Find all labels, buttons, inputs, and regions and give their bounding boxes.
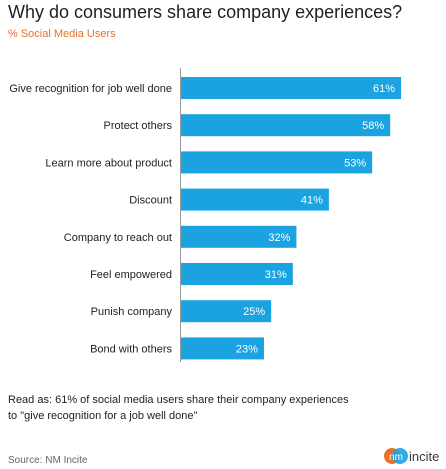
bar	[181, 300, 272, 323]
chart-subtitle: % Social Media Users	[8, 28, 116, 40]
reading-note: Read as: 61% of social media users share…	[8, 392, 428, 424]
bar	[181, 337, 264, 360]
category-label: Bond with others	[90, 343, 172, 355]
bar	[181, 114, 391, 137]
value-label: 31%	[265, 269, 287, 281]
category-label: Learn more about product	[45, 157, 172, 169]
category-label: Punish company	[91, 306, 173, 318]
source-note: Source: NM Incite	[8, 455, 88, 466]
value-label: 25%	[243, 306, 265, 318]
value-label: 32%	[268, 232, 290, 244]
value-label: 23%	[236, 343, 258, 355]
category-label: Protect others	[104, 120, 173, 132]
value-label: 53%	[344, 157, 366, 169]
bar	[181, 263, 293, 285]
chart-title: Why do consumers share company experienc…	[8, 2, 403, 22]
bar	[181, 151, 373, 174]
value-label: 41%	[301, 195, 323, 207]
bar	[181, 188, 329, 211]
value-label: 61%	[373, 83, 395, 95]
bar	[181, 225, 297, 248]
category-label: Give recognition for job well done	[9, 83, 172, 95]
nm-incite-logo: nm incite	[384, 448, 439, 464]
category-label: Feel empowered	[90, 269, 172, 281]
reading-note-line-2: to "give recognition for a job well done…	[8, 410, 198, 422]
category-label: Company to reach out	[64, 232, 172, 244]
bars-group: Give recognition for job well done 61% Pro…	[9, 77, 402, 360]
logo-mark-text: nm	[389, 452, 403, 463]
logo-mark-blue	[392, 448, 408, 464]
logo-text: incite	[409, 449, 439, 464]
bar	[181, 77, 402, 99]
category-label: Discount	[129, 195, 172, 207]
value-label: 58%	[362, 120, 384, 132]
bar-chart: Give recognition for job well done 61% Pro…	[9, 68, 402, 362]
reading-note-line-1: Read as: 61% of social media users share…	[8, 394, 349, 406]
